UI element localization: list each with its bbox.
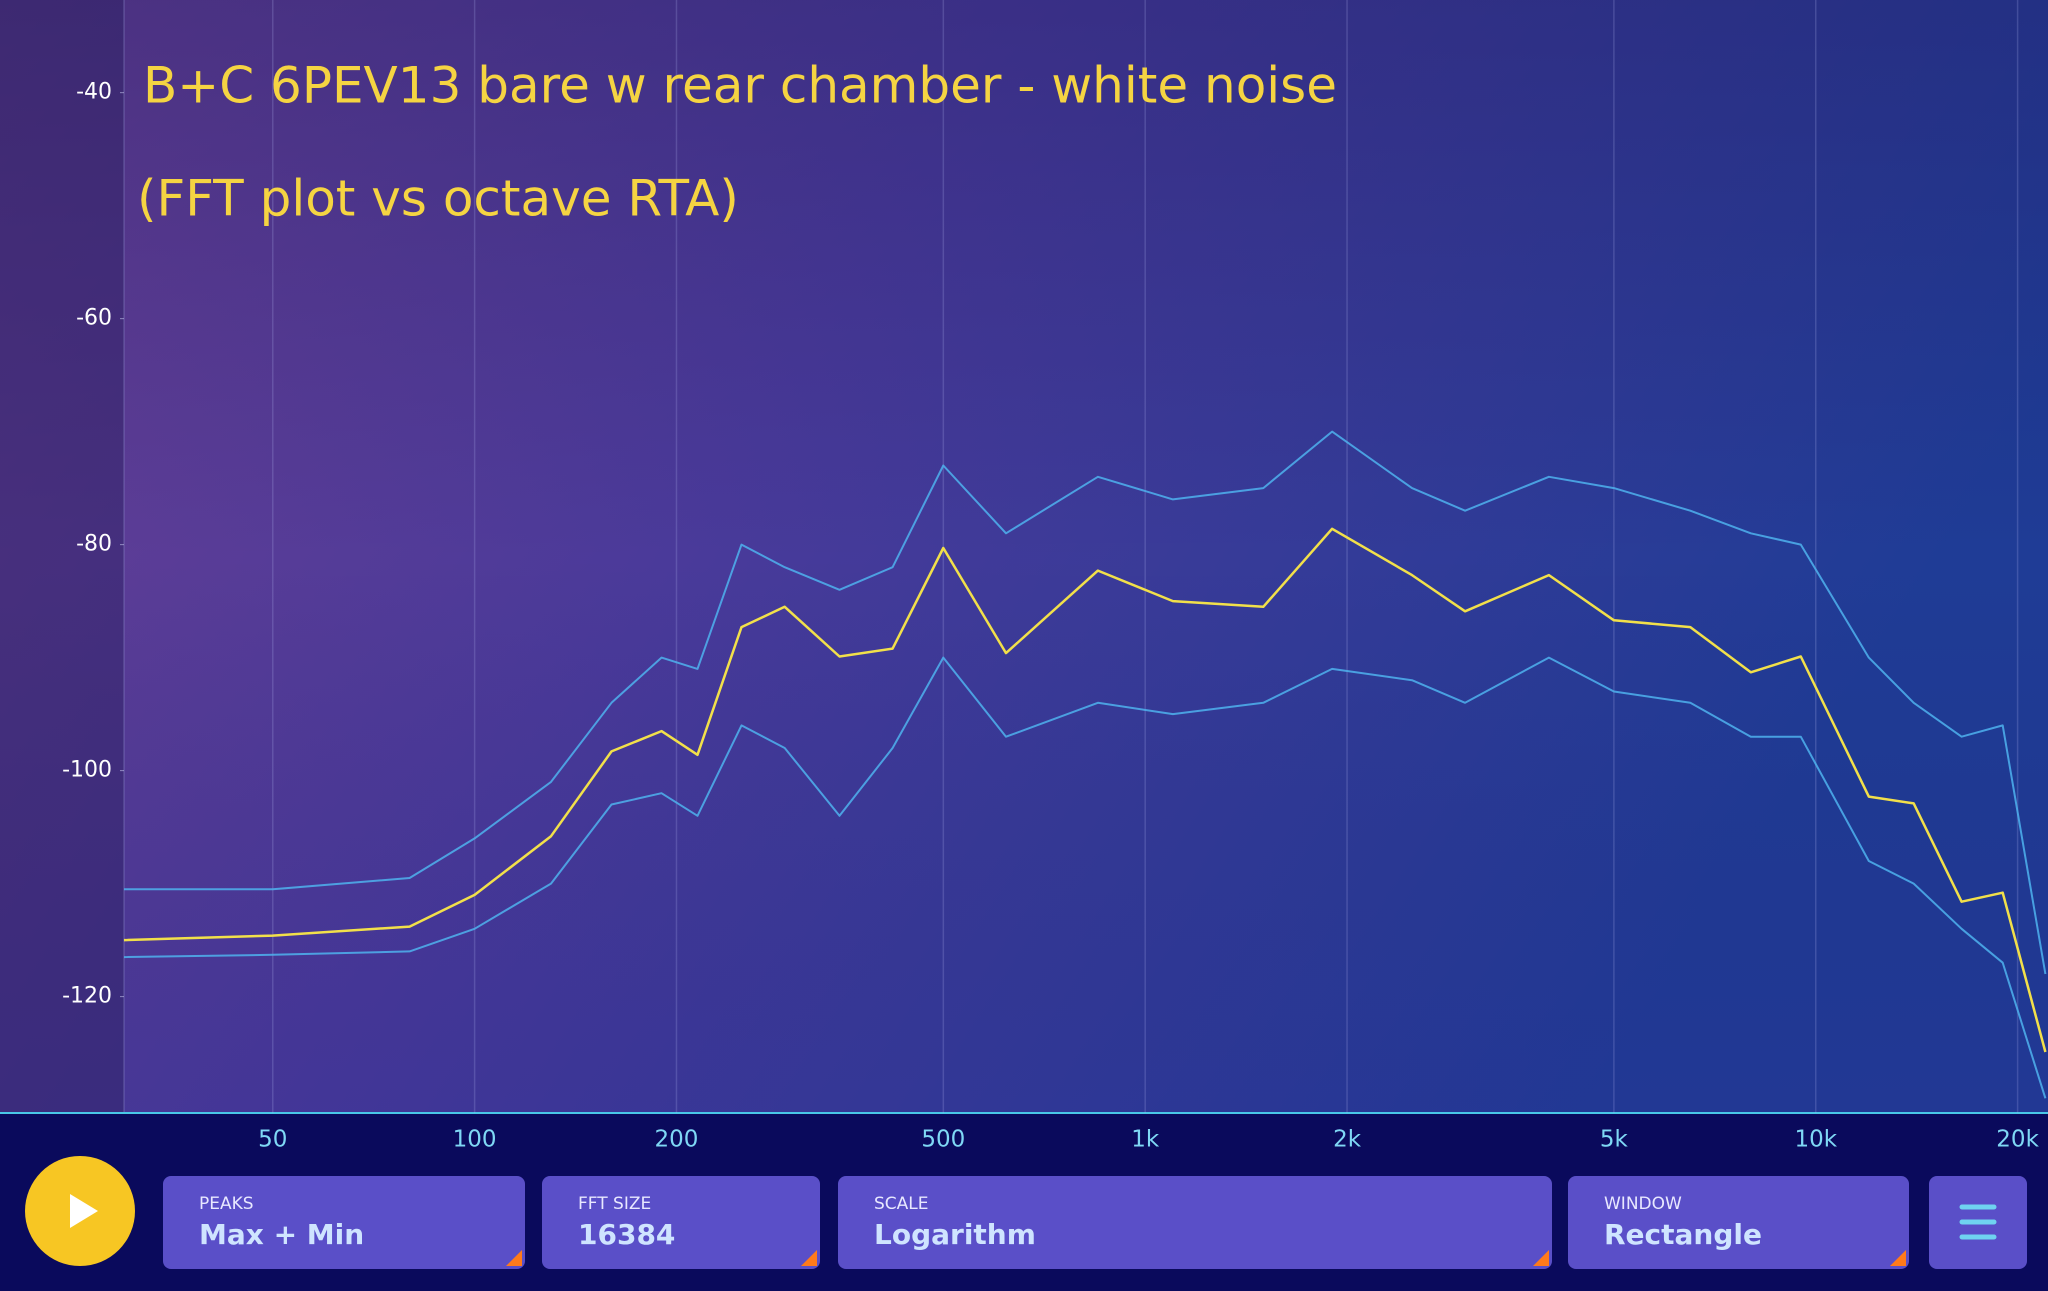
x-tick-label: 10k	[1794, 1127, 1837, 1153]
x-tick-label: 50	[258, 1127, 287, 1153]
x-tick-label: 5k	[1600, 1127, 1629, 1153]
control-value: Logarithm	[874, 1218, 1036, 1251]
y-tick-label: -100	[62, 758, 112, 783]
series-line	[124, 430, 2047, 975]
play-icon	[70, 1194, 98, 1228]
y-tick-label: -40	[76, 80, 112, 105]
plot-shade	[0, 0, 2048, 1113]
control-value: 16384	[578, 1218, 675, 1251]
control-label: WINDOW	[1604, 1194, 1682, 1214]
control-label: SCALE	[874, 1194, 929, 1214]
dropdown-corner	[1533, 1250, 1549, 1266]
control-button[interactable]	[838, 1176, 1552, 1269]
control-value: Max + Min	[199, 1218, 364, 1251]
chart-title: B+C 6PEV13 bare w rear chamber - white n…	[143, 57, 1337, 115]
control-value: Rectangle	[1604, 1218, 1762, 1251]
y-tick-label: -120	[62, 984, 112, 1009]
control-button[interactable]	[542, 1176, 820, 1269]
series-line	[123, 527, 2047, 1053]
x-tick-label: 20k	[1996, 1127, 2039, 1153]
control-button[interactable]	[163, 1176, 525, 1269]
dropdown-corner	[801, 1250, 817, 1266]
series-line	[123, 656, 2047, 1099]
y-tick-label: -60	[76, 306, 112, 331]
x-tick-label: 2k	[1333, 1127, 1362, 1153]
control-label: FFT SIZE	[578, 1194, 651, 1214]
y-axis-strip	[0, 0, 124, 1113]
dropdown-corner	[506, 1250, 522, 1266]
chart-subtitle: (FFT plot vs octave RTA)	[137, 170, 739, 228]
control-label: PEAKS	[199, 1194, 254, 1214]
x-tick-label: 200	[655, 1127, 699, 1153]
x-tick-label: 100	[453, 1127, 497, 1153]
dropdown-corner	[1890, 1250, 1906, 1266]
menu-icon	[1959, 1204, 1997, 1240]
control-button[interactable]	[1568, 1176, 1909, 1269]
x-tick-label: 500	[921, 1127, 965, 1153]
x-tick-label: 1k	[1131, 1127, 1160, 1153]
y-tick-label: -80	[76, 532, 112, 557]
